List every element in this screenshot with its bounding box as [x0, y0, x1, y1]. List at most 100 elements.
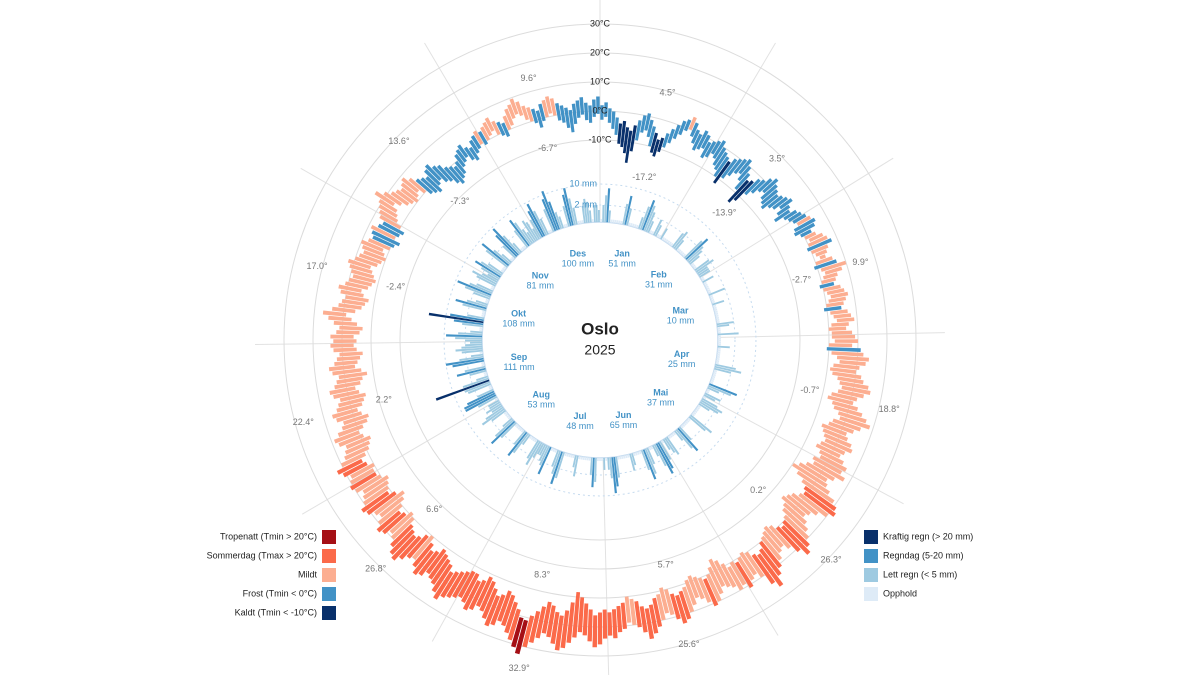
max-label: 9.9°	[852, 257, 869, 267]
month-total: 100 mm	[562, 258, 595, 268]
temp-bar	[504, 108, 514, 126]
temp-bar	[554, 615, 564, 651]
temp-bar	[776, 204, 791, 216]
precip-bar	[657, 442, 674, 469]
precip-bar	[502, 417, 513, 428]
precip-bar	[707, 289, 711, 293]
precip-bar	[476, 283, 493, 293]
temp-bar	[344, 445, 370, 461]
precip-bar	[612, 219, 615, 223]
temp-bar	[446, 571, 465, 599]
temp-bar	[798, 492, 829, 518]
precip-bar	[578, 456, 581, 460]
max-label: 22.4°	[293, 417, 315, 427]
precip-bar	[663, 238, 667, 242]
precip-bar	[526, 440, 539, 459]
temp-bar	[433, 571, 454, 600]
temp-bar	[815, 256, 833, 266]
temp-bar	[832, 418, 862, 432]
precip-grid-circle	[443, 183, 757, 497]
temp-bar	[424, 164, 442, 181]
precip-bar	[604, 195, 608, 223]
temp-bar	[768, 524, 792, 549]
month-total: 108 mm	[502, 318, 535, 328]
precip-bar	[646, 447, 656, 465]
precip-bar	[717, 341, 721, 344]
temp-bar	[729, 561, 747, 586]
precip-bar	[692, 264, 696, 268]
precip-bar	[509, 219, 530, 247]
temp-bar	[727, 565, 744, 591]
precip-bar	[543, 209, 555, 232]
temp-bar	[713, 160, 731, 184]
temp-bar	[760, 189, 779, 205]
temp-bar	[418, 550, 440, 576]
precip-bar	[609, 457, 613, 479]
precip-bar	[638, 216, 644, 229]
temp-bar	[720, 158, 738, 179]
temp-bar	[507, 608, 521, 641]
temp-bar	[331, 407, 359, 419]
temp-bar	[333, 347, 357, 353]
max-label: 18.8°	[879, 404, 901, 414]
precip-bar	[469, 282, 493, 294]
precip-bar	[639, 206, 651, 230]
temp-bar	[669, 593, 681, 620]
temp-bar	[738, 158, 753, 175]
temp-bar	[684, 579, 697, 606]
temp-bar	[491, 120, 501, 136]
temp-bar	[620, 120, 627, 148]
precip-bar	[625, 454, 628, 459]
precip-bar	[462, 322, 483, 328]
temp-bar	[331, 306, 356, 314]
precip-bar	[517, 426, 522, 430]
precip-bar	[563, 224, 566, 228]
precip-bar	[678, 426, 692, 441]
temp-bar	[480, 126, 491, 141]
temp-bar	[571, 103, 578, 125]
temp-bar	[644, 113, 652, 131]
temp-bar	[515, 101, 524, 117]
temp-bar	[811, 244, 829, 255]
temp-bar	[644, 608, 655, 640]
temp-bar	[712, 147, 727, 166]
precip-bar	[525, 221, 539, 241]
precip-bar	[526, 231, 535, 243]
precip-bar	[623, 455, 626, 459]
temp-bar	[545, 96, 553, 114]
temp-bar	[833, 363, 860, 370]
precip-bar	[484, 300, 489, 304]
precip-base	[481, 221, 719, 459]
precip-bar	[572, 207, 578, 225]
precip-bar	[579, 220, 582, 224]
precip-bar	[624, 195, 633, 225]
precip-bar	[455, 347, 483, 352]
temp-bar	[720, 563, 737, 588]
precip-bar	[675, 429, 693, 449]
temp-bar	[472, 130, 484, 145]
temp-bar	[577, 597, 585, 633]
month-label: Des	[570, 248, 587, 258]
month-total: 111 mm	[503, 362, 534, 372]
precip-bar	[705, 390, 710, 394]
precip-bar	[538, 444, 547, 456]
temp-bar	[683, 119, 692, 132]
precip-bar	[572, 455, 577, 468]
precip-bar	[461, 345, 483, 349]
temp-bar	[831, 322, 849, 327]
temp-bar	[484, 117, 495, 132]
temp-bar	[431, 165, 449, 183]
precip-bar	[716, 320, 720, 324]
precip-bar	[692, 411, 697, 415]
precip-bar	[507, 416, 512, 420]
temp-bar	[733, 180, 754, 202]
precip-bar	[503, 266, 507, 270]
temp-bar	[734, 561, 754, 589]
temp-bar	[379, 496, 405, 518]
temp-bar	[479, 580, 496, 612]
precip-bar	[539, 218, 549, 235]
min-label: -7.3°	[450, 196, 470, 206]
precip-bar	[464, 381, 491, 393]
temp-bar	[830, 309, 848, 315]
